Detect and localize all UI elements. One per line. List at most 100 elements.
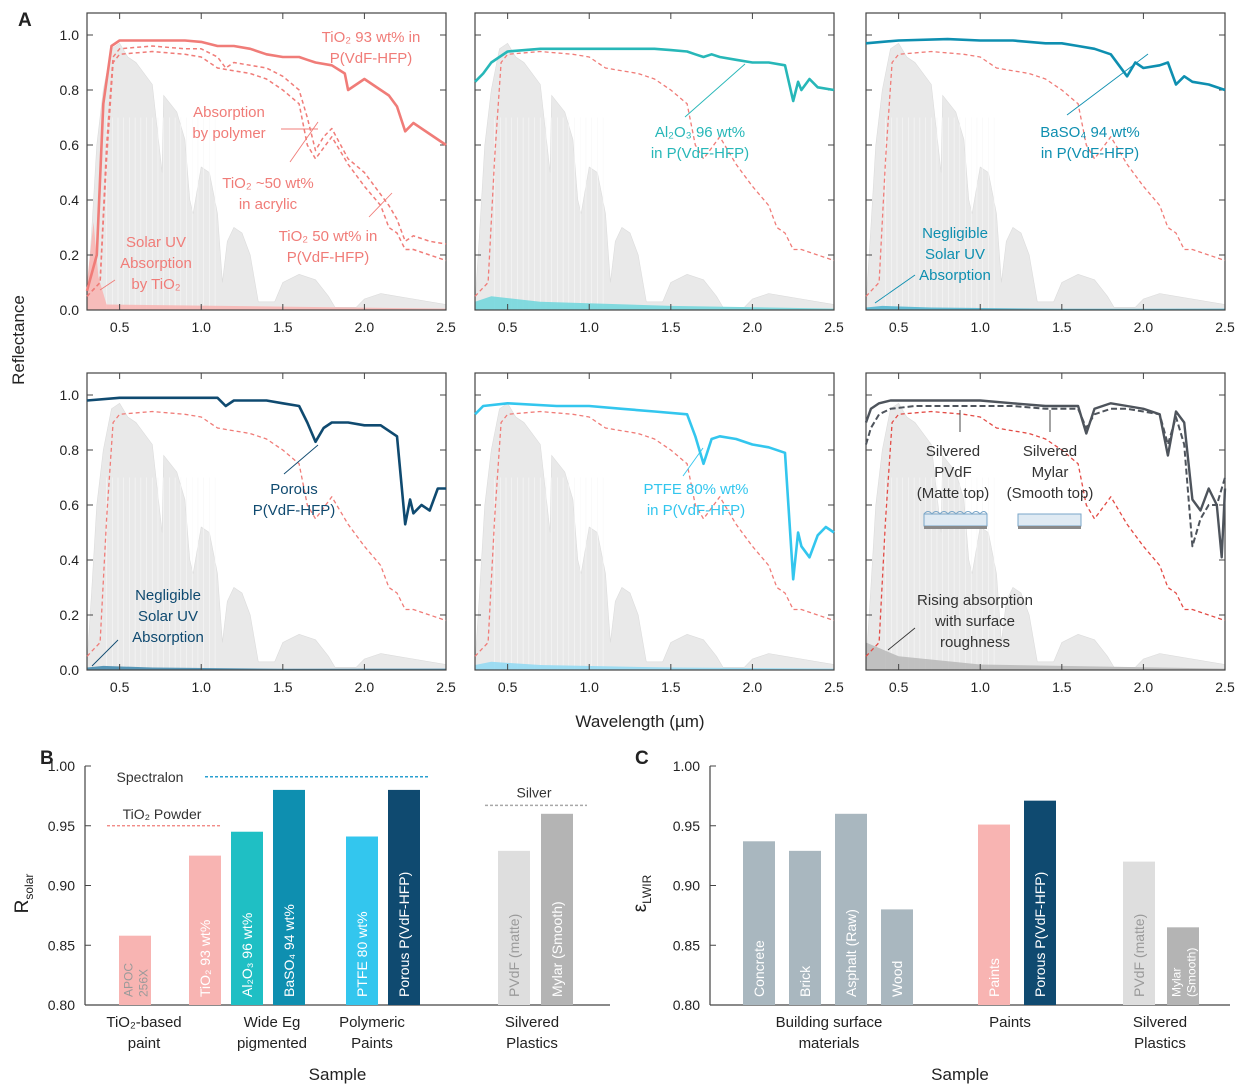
- bar-label: PVdF (matte): [506, 914, 522, 997]
- bar: [743, 841, 775, 1005]
- series-line: [865, 37, 1226, 92]
- x-tick-label: 2.0: [1134, 679, 1154, 695]
- annotation-silvered-pvdf: Silvered: [926, 443, 980, 460]
- y-tick-label: 1.0: [60, 27, 80, 43]
- group-label: Paints: [351, 1035, 393, 1052]
- x-tick-label: 0.5: [889, 679, 909, 695]
- bar-label: Porous P(VdF-HFP): [396, 872, 412, 997]
- bar: [189, 855, 221, 1005]
- annotation-negligible-uv: Negligible: [135, 587, 201, 604]
- plot-frame: [865, 372, 1226, 671]
- annotation-tio2-50: P(VdF-HFP): [287, 249, 370, 266]
- x-tick-label: 1.0: [191, 679, 211, 695]
- group-label: materials: [799, 1035, 860, 1052]
- bar: [1167, 927, 1199, 1005]
- series-line: [86, 45, 447, 297]
- absorption-fill: [866, 305, 1225, 310]
- group-label: Plastics: [506, 1035, 558, 1052]
- leader-line: [283, 444, 319, 475]
- bar-label: Mylar (Smooth): [549, 901, 565, 997]
- plot-frame: [474, 372, 835, 671]
- solar-spectrum: [86, 42, 447, 311]
- bar: [388, 789, 420, 1005]
- group-label: Paints: [989, 1014, 1031, 1031]
- annotation-negligible-uv: Solar UV: [138, 608, 198, 625]
- annotation-al2o3: in P(VdF-HFP): [651, 145, 749, 162]
- annotation-absorption-polymer: Absorption: [193, 104, 265, 121]
- y-axis-label-subscript: LWIR: [640, 874, 654, 903]
- annotation-tio2-acrylic: TiO₂ ~50 wt%: [222, 175, 314, 192]
- x-tick-label: 2.0: [355, 319, 375, 335]
- panel-a-xlabel: Wavelength (µm): [575, 712, 704, 731]
- solar-spectrum: [865, 402, 1226, 671]
- bar-label: Al₂O₃ 96 wt%: [239, 913, 255, 997]
- x-tick-label: 2.5: [824, 319, 844, 335]
- y-axis-label-subscript: solar: [22, 874, 36, 900]
- subplot-al2o3: 0.5 1.0 1.5 2.0 2.5: [474, 12, 844, 335]
- series-line: [86, 50, 447, 297]
- group-label: Wide Eg: [244, 1014, 301, 1031]
- panel-c: 0.80 0.85 0.90 0.95 1.00 Concrete Brick Asphalt…: [630, 758, 1230, 1084]
- tio2-powder-label: TiO₂ Powder: [123, 806, 202, 822]
- plot-frame: [86, 372, 447, 671]
- reference-series-line: [474, 410, 835, 657]
- absorption-fill: [866, 642, 1225, 670]
- annotation-solar-uv: Solar UV: [126, 234, 186, 251]
- annotation-rising-absorption: with surface: [934, 613, 1015, 630]
- y-tick-label: 1.00: [673, 758, 700, 774]
- annotation-baso4: BaSO₄ 94 wt%: [1040, 124, 1140, 141]
- bar-label: Paints: [986, 958, 1002, 997]
- leader-line: [368, 192, 393, 218]
- annotation-al2o3: Al₂O₃ 96 wt%: [655, 124, 745, 141]
- annotation-tio2-93: TiO₂ 93 wt% in: [322, 29, 421, 46]
- y-tick-label: 0.80: [48, 997, 75, 1013]
- plot-frame: [86, 12, 447, 311]
- annotation-ptfe: in P(VdF-HFP): [647, 502, 745, 519]
- reference-series-line: [865, 50, 1226, 297]
- y-tick-label: 0.95: [48, 818, 75, 834]
- bar-label: Brick: [797, 965, 813, 997]
- panel-b-label: B: [40, 748, 54, 769]
- y-tick-label: 0.90: [673, 878, 700, 894]
- y-tick-label: 0.6: [60, 497, 80, 513]
- annotation-silvered-mylar: Mylar: [1032, 464, 1069, 481]
- annotation-ptfe: PTFE 80% wt%: [643, 481, 748, 498]
- x-tick-label: 2.0: [1134, 319, 1154, 335]
- y-tick-label: 0.8: [60, 82, 80, 98]
- annotation-baso4: in P(VdF-HFP): [1041, 145, 1139, 162]
- bar: [498, 850, 530, 1005]
- bar: [119, 935, 151, 1005]
- panel-b: 0.80 0.85 0.90 0.95 1.00 APOC 256X TiO₂ 93 wt% A…: [12, 758, 610, 1084]
- absorption-fill: [475, 296, 834, 310]
- solar-spectrum: [474, 402, 835, 671]
- annotation-silvered-mylar: (Smooth top): [1007, 485, 1094, 502]
- annotation-solar-uv: by TiO₂: [131, 276, 180, 293]
- x-tick-label: 0.5: [110, 679, 130, 695]
- bar-label: Wood: [889, 961, 905, 997]
- bar: [789, 850, 821, 1005]
- bar: [231, 831, 263, 1005]
- x-tick-label: 1.5: [273, 679, 293, 695]
- x-tick-label: 1.5: [661, 319, 681, 335]
- leader-line: [1066, 53, 1149, 116]
- annotation-silvered-pvdf: PVdF: [934, 464, 972, 481]
- bar: [541, 813, 573, 1005]
- absorption-fill: [475, 661, 834, 670]
- leader-line: [874, 274, 916, 304]
- group-label: Plastics: [1134, 1035, 1186, 1052]
- leader-line: [684, 63, 746, 118]
- x-tick-label: 2.0: [743, 679, 763, 695]
- subplot-porous: 0.5 1.0 1.5 2.0 2.5 0.0 0.2 0.4 0.6 0.8 1.0: [60, 372, 456, 695]
- x-tick-label: 0.5: [889, 319, 909, 335]
- y-tick-label: 0.95: [673, 818, 700, 834]
- subplot-ptfe: 0.5 1.0 1.5 2.0 2.5: [474, 372, 844, 695]
- bar-label: 256X: [137, 969, 151, 997]
- bar: [273, 789, 305, 1005]
- x-tick-label: 2.5: [1215, 319, 1235, 335]
- silver-layer: [924, 526, 987, 529]
- x-axis-label: Sample: [309, 1065, 367, 1084]
- silver-layer: [1018, 526, 1081, 529]
- annotation-negligible-uv: Solar UV: [925, 246, 985, 263]
- series-line: [865, 405, 1226, 548]
- series-line: [85, 39, 447, 292]
